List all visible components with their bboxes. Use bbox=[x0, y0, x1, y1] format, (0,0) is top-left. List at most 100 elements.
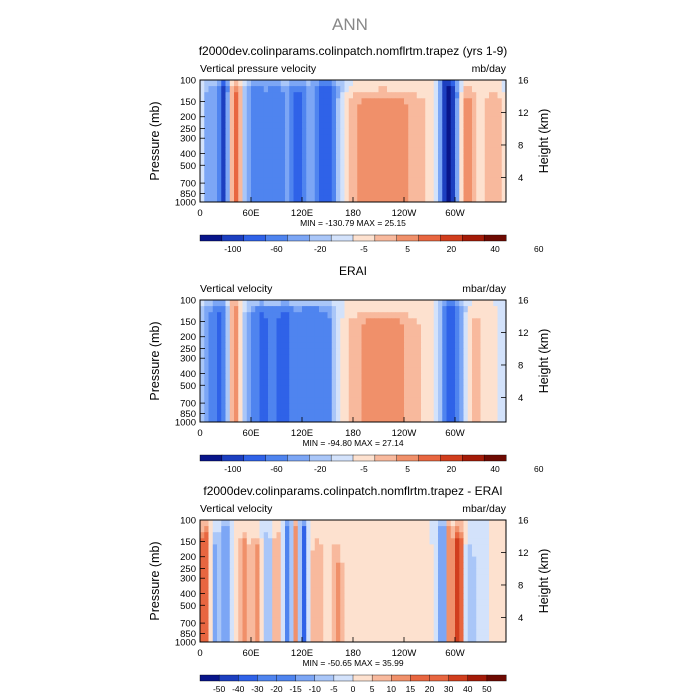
field-cell bbox=[459, 98, 464, 105]
field-cell bbox=[276, 354, 282, 362]
field-cell bbox=[421, 635, 426, 643]
field-cell bbox=[467, 306, 473, 313]
field-cell bbox=[310, 617, 316, 625]
field-cell bbox=[450, 336, 456, 344]
field-cell bbox=[285, 581, 290, 588]
field-cell bbox=[429, 318, 435, 325]
field-cell bbox=[497, 86, 503, 93]
field-cell bbox=[467, 141, 473, 148]
colorbar-label: 10 bbox=[387, 684, 397, 694]
field-cell bbox=[391, 336, 396, 344]
field-cell bbox=[242, 104, 248, 111]
field-cell bbox=[476, 348, 481, 356]
field-cell bbox=[268, 574, 273, 582]
field-cell bbox=[336, 611, 341, 618]
field-cell bbox=[272, 623, 277, 631]
field-cell bbox=[348, 611, 354, 618]
field-cell bbox=[374, 409, 379, 417]
field-cell bbox=[331, 367, 337, 374]
field-cell bbox=[323, 354, 328, 362]
field-cell bbox=[408, 385, 413, 392]
field-cell bbox=[365, 312, 371, 319]
field-cell bbox=[246, 171, 252, 178]
field-cell bbox=[472, 629, 477, 637]
field-cell bbox=[280, 562, 286, 570]
field-cell bbox=[340, 86, 345, 93]
field-cell bbox=[378, 318, 384, 325]
field-cell bbox=[280, 415, 286, 423]
field-cell bbox=[221, 153, 226, 160]
field-cell bbox=[425, 379, 430, 386]
field-cell bbox=[378, 134, 384, 142]
field-cell bbox=[463, 80, 469, 87]
field-cell bbox=[387, 599, 392, 606]
field-cell bbox=[272, 171, 277, 178]
field-cell bbox=[306, 373, 311, 380]
field-cell bbox=[476, 599, 481, 606]
field-cell bbox=[391, 617, 396, 625]
field-cell bbox=[412, 593, 418, 600]
field-cell bbox=[293, 324, 299, 331]
field-cell bbox=[314, 116, 320, 124]
field-cell bbox=[391, 605, 396, 612]
field-cell bbox=[493, 348, 498, 356]
field-cell bbox=[212, 599, 218, 606]
field-cell bbox=[370, 623, 375, 631]
field-cell bbox=[246, 635, 252, 643]
field-cell bbox=[306, 544, 311, 551]
field-cell bbox=[229, 361, 235, 368]
field-cell bbox=[297, 147, 303, 154]
field-cell bbox=[208, 532, 214, 539]
field-cell bbox=[200, 373, 205, 380]
field-cell bbox=[242, 385, 248, 392]
field-cell bbox=[217, 312, 222, 319]
field-cell bbox=[246, 373, 252, 380]
field-cell bbox=[306, 568, 311, 576]
field-cell bbox=[493, 617, 498, 625]
field-cell bbox=[272, 141, 277, 148]
field-cell bbox=[234, 605, 239, 612]
field-cell bbox=[221, 86, 226, 93]
field-cell bbox=[404, 354, 409, 362]
field-cell bbox=[365, 391, 371, 398]
field-cell bbox=[446, 318, 452, 325]
field-cell bbox=[208, 116, 214, 124]
field-cell bbox=[433, 306, 439, 313]
field-cell bbox=[391, 348, 396, 356]
field-cell bbox=[489, 617, 494, 625]
field-cell bbox=[421, 153, 426, 160]
field-cell bbox=[327, 611, 333, 618]
field-cell bbox=[217, 611, 222, 618]
colorbar-segment bbox=[418, 234, 441, 242]
field-cell bbox=[259, 80, 265, 87]
field-cell bbox=[387, 397, 392, 405]
field-cell bbox=[221, 80, 226, 87]
field-cell bbox=[476, 189, 481, 197]
field-cell bbox=[480, 593, 486, 600]
field-cell bbox=[489, 80, 494, 87]
field-cell bbox=[378, 306, 384, 313]
field-cell bbox=[399, 330, 405, 337]
field-cell bbox=[476, 361, 481, 368]
field-cell bbox=[387, 544, 392, 551]
field-cell bbox=[234, 110, 239, 117]
left-label: Vertical velocity bbox=[200, 283, 273, 295]
field-cell bbox=[353, 324, 358, 331]
field-cell bbox=[293, 623, 299, 631]
field-cell bbox=[374, 306, 379, 313]
field-cell bbox=[399, 574, 405, 582]
field-cell bbox=[263, 86, 269, 93]
field-cell bbox=[357, 147, 362, 154]
field-cell bbox=[272, 336, 277, 344]
colorbar-label: -10 bbox=[309, 684, 322, 694]
field-cell bbox=[476, 171, 481, 178]
field-cell bbox=[365, 318, 371, 325]
field-cell bbox=[353, 617, 358, 625]
field-cell bbox=[323, 635, 328, 643]
field-cell bbox=[497, 581, 503, 588]
field-cell bbox=[404, 403, 409, 411]
field-cell bbox=[412, 361, 418, 368]
field-cell bbox=[489, 574, 494, 582]
field-cell bbox=[255, 544, 260, 551]
field-cell bbox=[323, 526, 328, 533]
